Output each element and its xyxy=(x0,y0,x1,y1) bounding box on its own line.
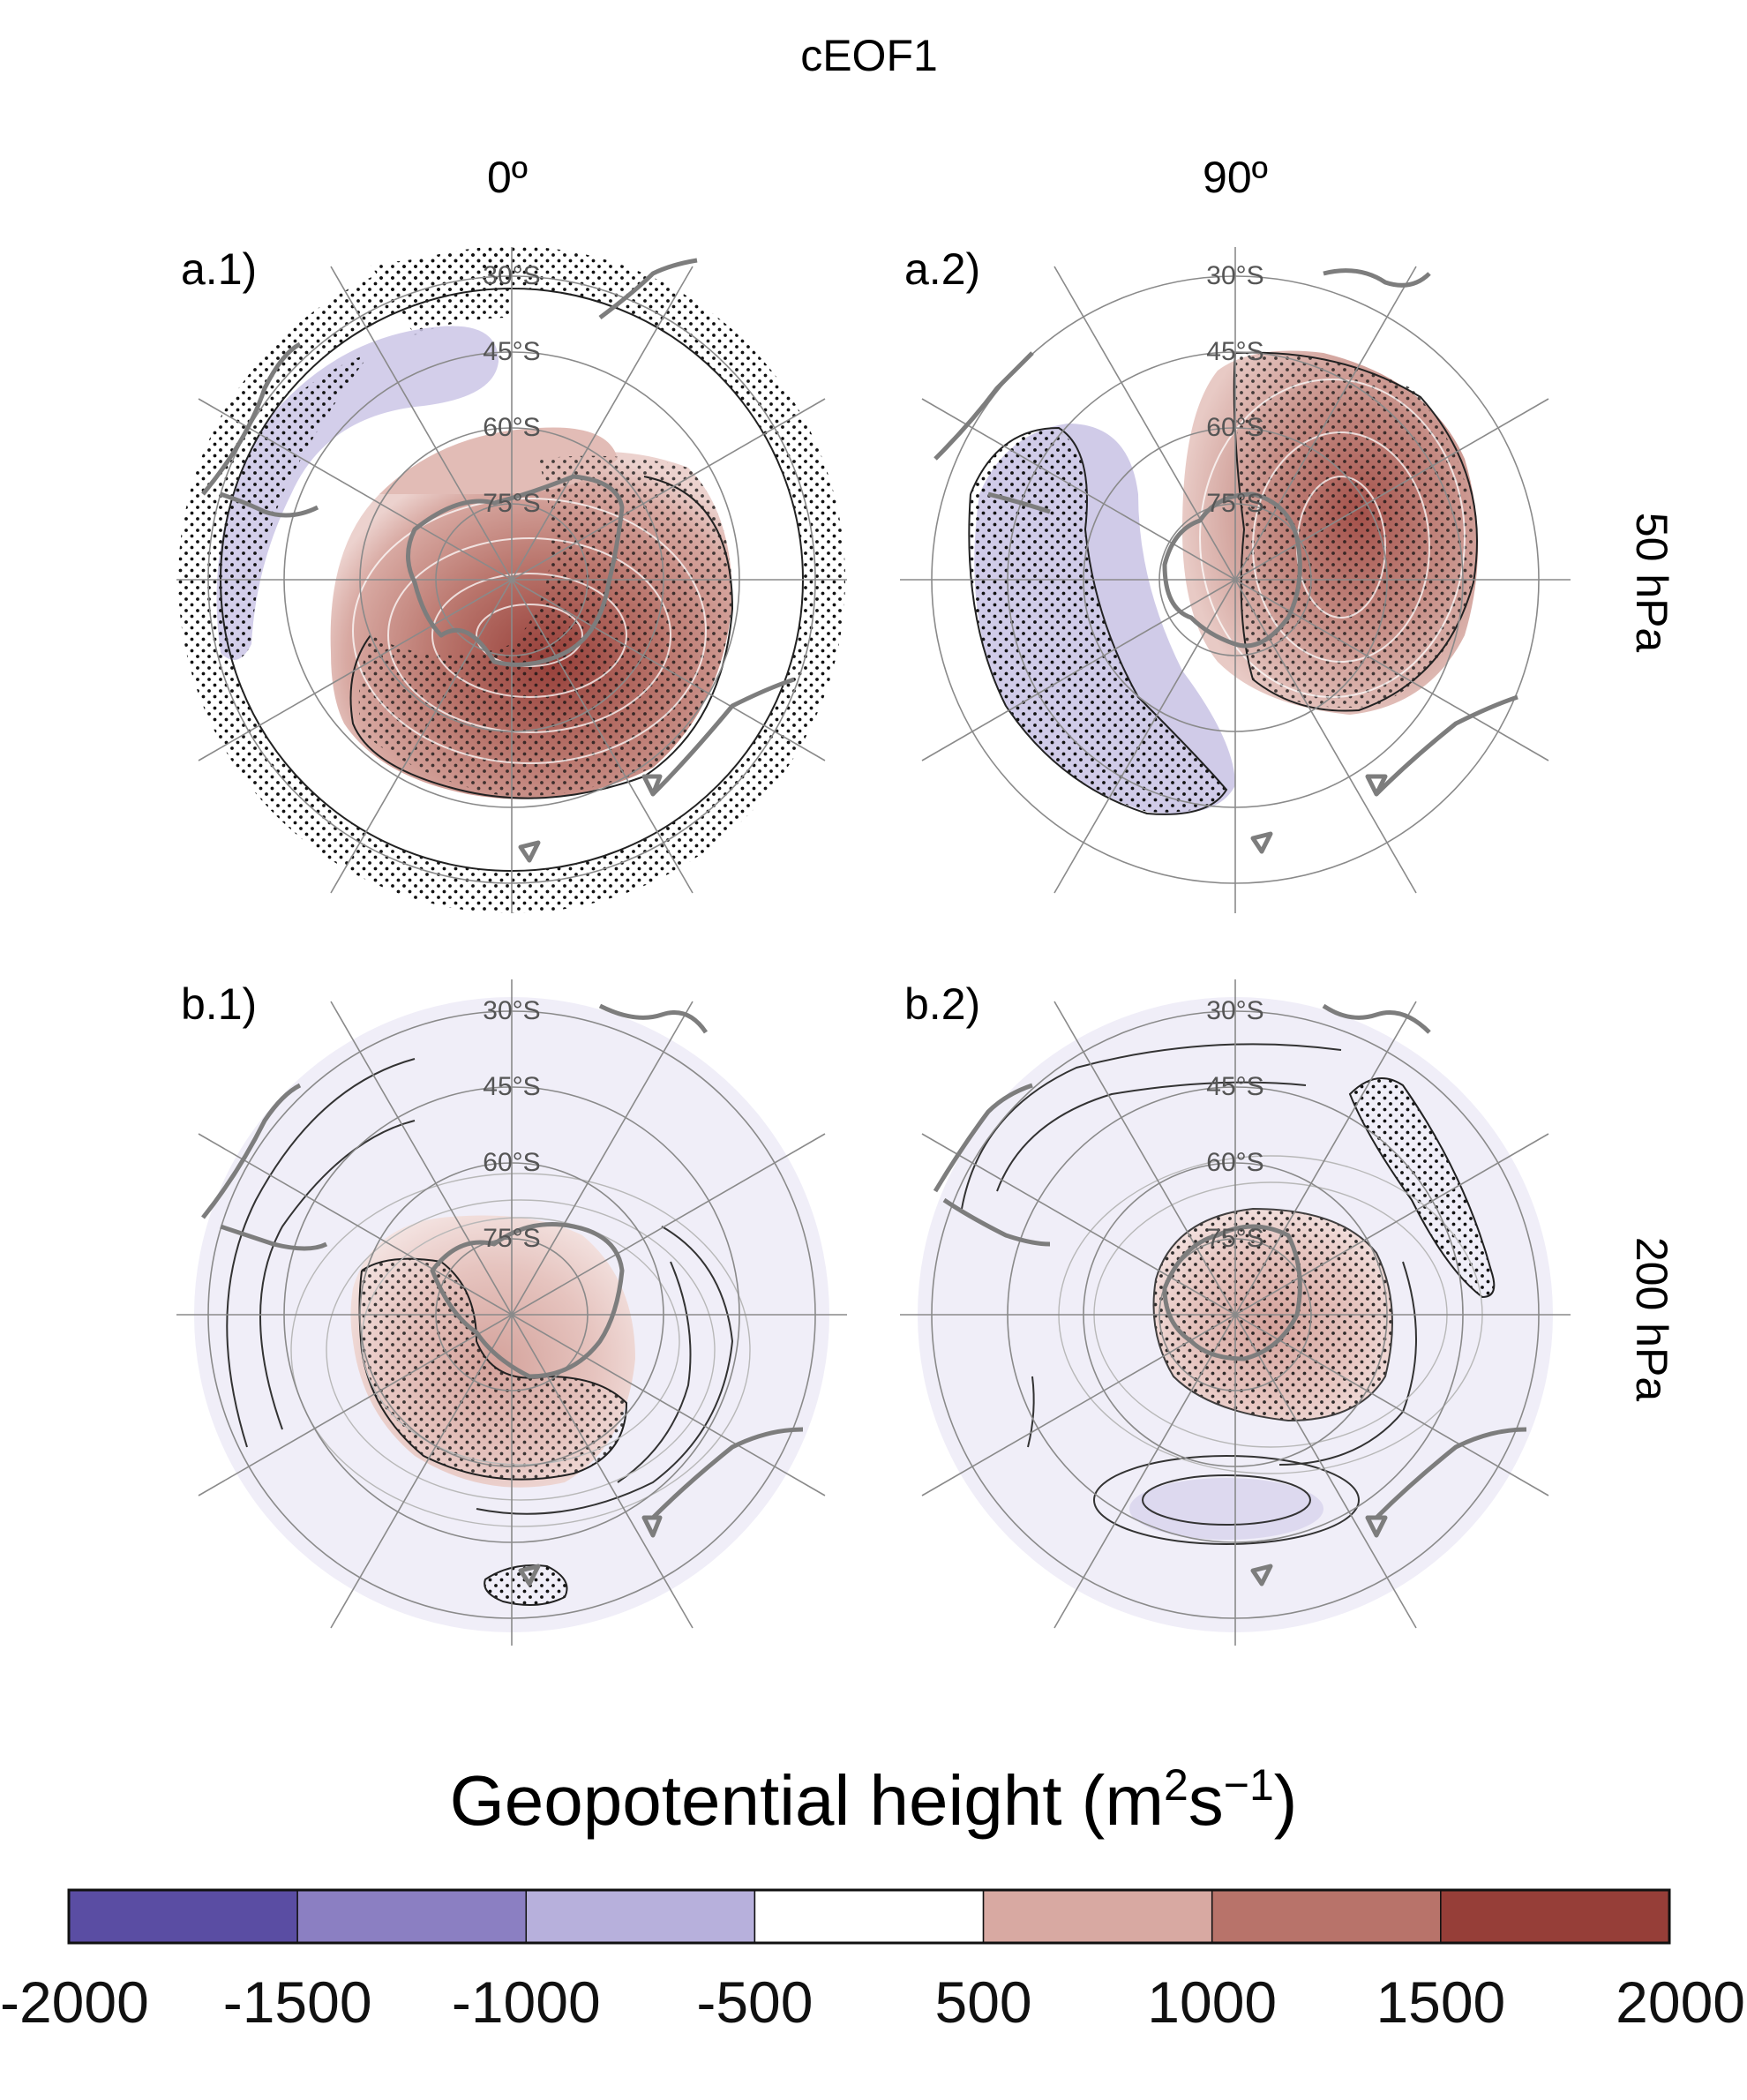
figure-title: cEOF1 xyxy=(800,31,938,80)
a2-lat-45s: 45°S xyxy=(1206,337,1263,366)
b1-positive-stipple xyxy=(359,1258,626,1480)
colorbar-title-sup2: −1 xyxy=(1224,1760,1274,1810)
a2-coastlines xyxy=(933,268,1518,854)
a2-lat-30s: 30°S xyxy=(1206,261,1263,290)
colorbar-tick-label: 1500 xyxy=(1376,1969,1505,2035)
b1-lat-75s: 75°S xyxy=(483,1224,540,1253)
colorbar xyxy=(67,1888,1671,1945)
colorbar-ticks: -2000 -1500 -1000 -500 500 1000 1500 2000 xyxy=(0,1969,1745,2035)
column-header-90: 90º xyxy=(1203,153,1268,202)
a1-grid xyxy=(176,247,847,913)
colorbar-tick-label: -1500 xyxy=(223,1969,372,2035)
a2-black-contour-neg xyxy=(968,426,1228,815)
panel-b2 xyxy=(900,979,1571,1646)
b2-lat-30s: 30°S xyxy=(1206,996,1263,1025)
a1-coastlines xyxy=(201,258,795,863)
b2-coastlines xyxy=(933,1003,1527,1586)
b1-lat-60s: 60°S xyxy=(483,1148,540,1177)
row-label-200hpa: 200 hPa xyxy=(1627,1237,1676,1401)
colorbar-title-main: Geopotential height (m xyxy=(450,1761,1164,1840)
panel-label-a2: a.2) xyxy=(904,244,980,294)
colorbar-tick-label: 2000 xyxy=(1616,1969,1745,2035)
colorbar-segment xyxy=(525,1889,756,1944)
colorbar-outline xyxy=(67,1888,1671,1945)
b1-stipple-south xyxy=(484,1564,568,1606)
a1-negative-stipple xyxy=(216,353,371,660)
panel-b1 xyxy=(176,979,847,1646)
a1-black-contour xyxy=(349,476,734,799)
colorbar-tick-label: 1000 xyxy=(1147,1969,1277,2035)
a1-stipple-top-wedge xyxy=(371,247,512,335)
a1-lat-75s: 75°S xyxy=(483,489,540,518)
panel-a1 xyxy=(176,246,847,913)
a2-positive-stipple xyxy=(1235,352,1475,708)
colorbar-tick-label: -500 xyxy=(696,1969,813,2035)
a1-lat-45s: 45°S xyxy=(483,337,540,366)
a2-grid xyxy=(900,247,1571,913)
a2-negative-stipple xyxy=(969,428,1226,813)
colorbar-segment xyxy=(1440,1889,1670,1944)
colorbar-tick-label: -1000 xyxy=(452,1969,601,2035)
panel-label-b1: b.1) xyxy=(181,979,257,1029)
b2-lat-60s: 60°S xyxy=(1206,1148,1263,1177)
b1-coastlines xyxy=(201,1003,804,1586)
b1-black-contour xyxy=(358,1257,628,1481)
colorbar-segment xyxy=(754,1889,985,1944)
column-header-0: 0º xyxy=(487,153,528,202)
b2-lat-75s: 75°S xyxy=(1206,1224,1263,1253)
b2-lat-45s: 45°S xyxy=(1206,1072,1263,1101)
colorbar-tick-label: -2000 xyxy=(0,1969,149,2035)
a1-lat-30s: 30°S xyxy=(483,261,540,290)
row-label-50hpa: 50 hPa xyxy=(1627,513,1676,653)
colorbar-tick-label: 500 xyxy=(935,1969,1032,2035)
a1-positive-stipple xyxy=(358,455,732,796)
b1-lat-30s: 30°S xyxy=(483,996,540,1025)
panel-a2 xyxy=(900,247,1571,913)
colorbar-segment xyxy=(68,1889,298,1944)
colorbar-title-end: ) xyxy=(1274,1761,1298,1840)
b1-latitude-labels: 30°S 45°S 60°S 75°S xyxy=(483,996,540,1253)
panel-label-a1: a.1) xyxy=(181,244,257,294)
colorbar-segment xyxy=(982,1889,1213,1944)
colorbar-segment xyxy=(1211,1889,1442,1944)
a2-latitude-labels: 30°S 45°S 60°S 75°S xyxy=(1206,261,1263,518)
a2-black-contour xyxy=(1233,351,1478,712)
b1-black-contours xyxy=(226,1058,734,1515)
colorbar-title: Geopotential height (m2s−1) xyxy=(450,1760,1298,1840)
b2-negative-spot xyxy=(1129,1478,1323,1540)
colorbar-segment xyxy=(296,1889,528,1944)
panel-label-b2: b.2) xyxy=(904,979,980,1029)
colorbar-title-sup1: 2 xyxy=(1164,1760,1188,1810)
a2-lat-75s: 75°S xyxy=(1206,489,1263,518)
b1-grid xyxy=(176,979,847,1646)
b1-lat-45s: 45°S xyxy=(483,1072,540,1101)
colorbar-title-mid: s xyxy=(1188,1761,1224,1840)
a2-lat-60s: 60°S xyxy=(1206,413,1263,442)
b2-east-stipple xyxy=(1348,1077,1496,1299)
a1-lat-60s: 60°S xyxy=(483,413,540,442)
b2-latitude-labels: 30°S 45°S 60°S 75°S xyxy=(1206,996,1263,1253)
a1-latitude-labels: 30°S 45°S 60°S 75°S xyxy=(483,261,540,518)
b2-grid xyxy=(900,979,1571,1646)
